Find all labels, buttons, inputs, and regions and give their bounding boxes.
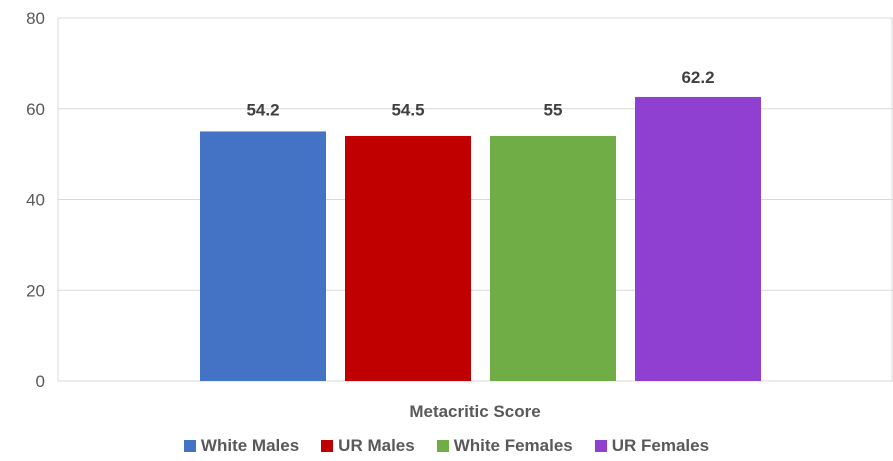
legend-label-white-males: White Males: [200, 436, 300, 455]
bar-white-males: [200, 131, 326, 381]
data-label-ur-females: 62.2: [681, 68, 714, 87]
legend-item-ur-males: UR Males: [321, 436, 415, 456]
y-tick-label-60: 60: [26, 100, 45, 119]
bar-white-females: [490, 135, 616, 381]
legend-swatch-ur-females: [594, 440, 607, 452]
legend-item-white-males: White Males: [183, 436, 300, 456]
bar-chart-plot: 0 20 40 60 80 54.2 54.5 55 62.2 Metacritic Score: [26, 9, 893, 421]
legend-swatch-white-males: [183, 440, 196, 452]
legend-swatch-white-females: [436, 440, 449, 452]
data-label-ur-males: 54.5: [391, 100, 424, 119]
data-label-white-females: 55: [544, 100, 563, 119]
legend-label-ur-males: UR Males: [338, 436, 415, 455]
legend: White Males UR Males White Females UR Fe…: [0, 436, 893, 456]
y-tick-label-20: 20: [26, 281, 45, 300]
y-tick-label-40: 40: [26, 191, 45, 210]
legend-swatch-ur-males: [321, 440, 334, 452]
x-category-label: Metacritic Score: [409, 402, 540, 421]
y-tick-label-80: 80: [26, 9, 45, 28]
y-tick-label-0: 0: [36, 372, 45, 391]
legend-item-white-females: White Females: [436, 436, 573, 456]
legend-item-ur-females: UR Females: [594, 436, 710, 456]
bar-ur-females: [635, 96, 761, 381]
legend-label-white-females: White Females: [453, 436, 573, 455]
bar-ur-males: [345, 135, 471, 381]
data-label-white-males: 54.2: [246, 100, 279, 119]
legend-label-ur-females: UR Females: [611, 436, 710, 455]
